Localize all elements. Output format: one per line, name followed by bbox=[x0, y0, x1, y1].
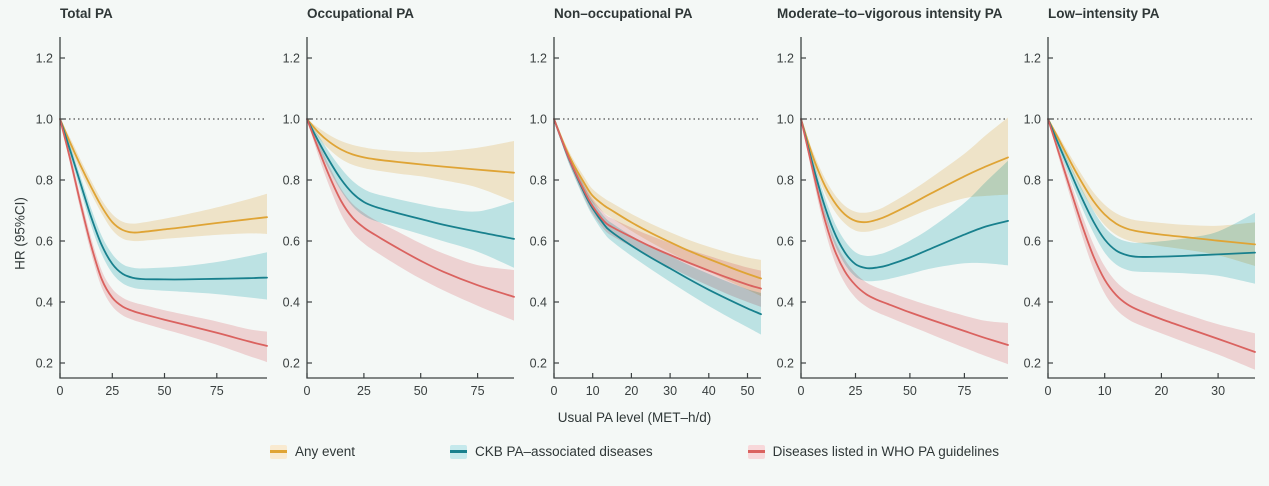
legend-swatch-ckb-diseases bbox=[450, 444, 468, 459]
panel-title: Non–occupational PA bbox=[554, 6, 693, 21]
x-axis-label: Usual PA level (MET–h/d) bbox=[557, 410, 712, 425]
panel-plot-non-occupational-pa: 0.2 0.4 0.6 0.8 1.0 1.2 0 10 20 30 40 50 bbox=[530, 37, 762, 398]
panel-plot-occupational-pa: 0.2 0.4 0.6 0.8 1.0 1.2 0 25 50 75 bbox=[283, 37, 515, 398]
legend: Any event CKB PA–associated diseases Dis… bbox=[0, 444, 1269, 459]
panel-title: Occupational PA bbox=[307, 6, 415, 21]
svg-text:0.2: 0.2 bbox=[777, 357, 794, 371]
panel-non-occupational-pa: Non–occupational PA 0.2 0.4 0.6 0.8 1.0 1.2 0 1… bbox=[520, 6, 767, 404]
legend-item-any-event: Any event bbox=[269, 444, 356, 459]
svg-text:0.8: 0.8 bbox=[1024, 174, 1041, 188]
svg-text:25: 25 bbox=[849, 384, 863, 398]
svg-text:1.2: 1.2 bbox=[283, 52, 300, 66]
panel-title: Low–intensity PA bbox=[1048, 6, 1160, 21]
svg-text:10: 10 bbox=[586, 384, 600, 398]
panel-total-pa: Total PA 0.2 0.4 0.6 0.8 1.0 1.2 0 25 50 75 bbox=[26, 6, 273, 404]
legend-label: CKB PA–associated diseases bbox=[475, 444, 653, 459]
svg-text:1.2: 1.2 bbox=[1024, 52, 1041, 66]
svg-text:50: 50 bbox=[414, 384, 428, 398]
legend-label: Diseases listed in WHO PA guidelines bbox=[772, 444, 999, 459]
svg-text:10: 10 bbox=[1098, 384, 1112, 398]
legend-swatch-who-diseases bbox=[747, 444, 765, 459]
svg-text:0.2: 0.2 bbox=[36, 357, 53, 371]
svg-text:30: 30 bbox=[663, 384, 677, 398]
svg-text:1.0: 1.0 bbox=[777, 113, 794, 127]
svg-text:75: 75 bbox=[210, 384, 224, 398]
legend-swatch-any-event bbox=[269, 444, 287, 459]
svg-text:75: 75 bbox=[471, 384, 485, 398]
legend-item-ckb-diseases: CKB PA–associated diseases bbox=[450, 444, 653, 459]
svg-text:50: 50 bbox=[158, 384, 172, 398]
panel-title: Moderate–to–vigorous intensity PA bbox=[777, 6, 1003, 21]
svg-text:20: 20 bbox=[624, 384, 638, 398]
svg-text:25: 25 bbox=[105, 384, 119, 398]
svg-text:1.2: 1.2 bbox=[530, 52, 547, 66]
svg-text:0.4: 0.4 bbox=[283, 296, 300, 310]
panel-title: Total PA bbox=[60, 6, 113, 21]
svg-text:25: 25 bbox=[357, 384, 371, 398]
svg-text:1.0: 1.0 bbox=[1024, 113, 1041, 127]
panel-low-intensity-pa: Low–intensity PA 0.2 0.4 0.6 0.8 1.0 1.2 0 10 20… bbox=[1014, 6, 1261, 404]
svg-text:1.2: 1.2 bbox=[36, 52, 53, 66]
svg-text:1.0: 1.0 bbox=[530, 113, 547, 127]
svg-text:0.4: 0.4 bbox=[36, 296, 53, 310]
svg-text:0.4: 0.4 bbox=[530, 296, 547, 310]
panel-plot-low-intensity-pa: 0.2 0.4 0.6 0.8 1.0 1.2 0 10 20 30 bbox=[1024, 37, 1256, 398]
svg-text:75: 75 bbox=[957, 384, 971, 398]
svg-text:0.8: 0.8 bbox=[36, 174, 53, 188]
svg-text:0.6: 0.6 bbox=[1024, 235, 1041, 249]
panel-mvpa: Moderate–to–vigorous intensity PA 0.2 0.4… bbox=[767, 6, 1014, 404]
svg-text:0: 0 bbox=[304, 384, 311, 398]
svg-text:0: 0 bbox=[1045, 384, 1052, 398]
svg-text:0.8: 0.8 bbox=[777, 174, 794, 188]
svg-text:0: 0 bbox=[57, 384, 64, 398]
panel-plot-total-pa: 0.2 0.4 0.6 0.8 1.0 1.2 0 25 50 75 bbox=[36, 37, 268, 398]
svg-text:20: 20 bbox=[1154, 384, 1168, 398]
legend-item-who-diseases: Diseases listed in WHO PA guidelines bbox=[747, 444, 999, 459]
svg-text:40: 40 bbox=[702, 384, 716, 398]
svg-text:0.8: 0.8 bbox=[530, 174, 547, 188]
svg-text:0: 0 bbox=[551, 384, 558, 398]
svg-text:30: 30 bbox=[1211, 384, 1225, 398]
legend-label: Any event bbox=[294, 444, 356, 459]
svg-text:0.6: 0.6 bbox=[777, 235, 794, 249]
svg-text:1.0: 1.0 bbox=[36, 113, 53, 127]
svg-text:0.2: 0.2 bbox=[283, 357, 300, 371]
panel-plot-mvpa: 0.2 0.4 0.6 0.8 1.0 1.2 0 25 50 75 bbox=[777, 37, 1009, 398]
svg-text:0.2: 0.2 bbox=[1024, 357, 1041, 371]
svg-text:50: 50 bbox=[903, 384, 917, 398]
svg-text:0.6: 0.6 bbox=[36, 235, 53, 249]
panels-row: Total PA 0.2 0.4 0.6 0.8 1.0 1.2 0 25 50 75 Occup… bbox=[26, 6, 1261, 404]
svg-text:50: 50 bbox=[741, 384, 755, 398]
svg-text:1.2: 1.2 bbox=[777, 52, 794, 66]
svg-text:0.8: 0.8 bbox=[283, 174, 300, 188]
panel-occupational-pa: Occupational PA 0.2 0.4 0.6 0.8 1.0 1.2 0 25 50 7… bbox=[273, 6, 520, 404]
svg-text:0.6: 0.6 bbox=[283, 235, 300, 249]
svg-text:1.0: 1.0 bbox=[283, 113, 300, 127]
svg-text:0.2: 0.2 bbox=[530, 357, 547, 371]
svg-text:0: 0 bbox=[798, 384, 805, 398]
svg-text:0.4: 0.4 bbox=[1024, 296, 1041, 310]
svg-text:0.4: 0.4 bbox=[777, 296, 794, 310]
svg-text:0.6: 0.6 bbox=[530, 235, 547, 249]
